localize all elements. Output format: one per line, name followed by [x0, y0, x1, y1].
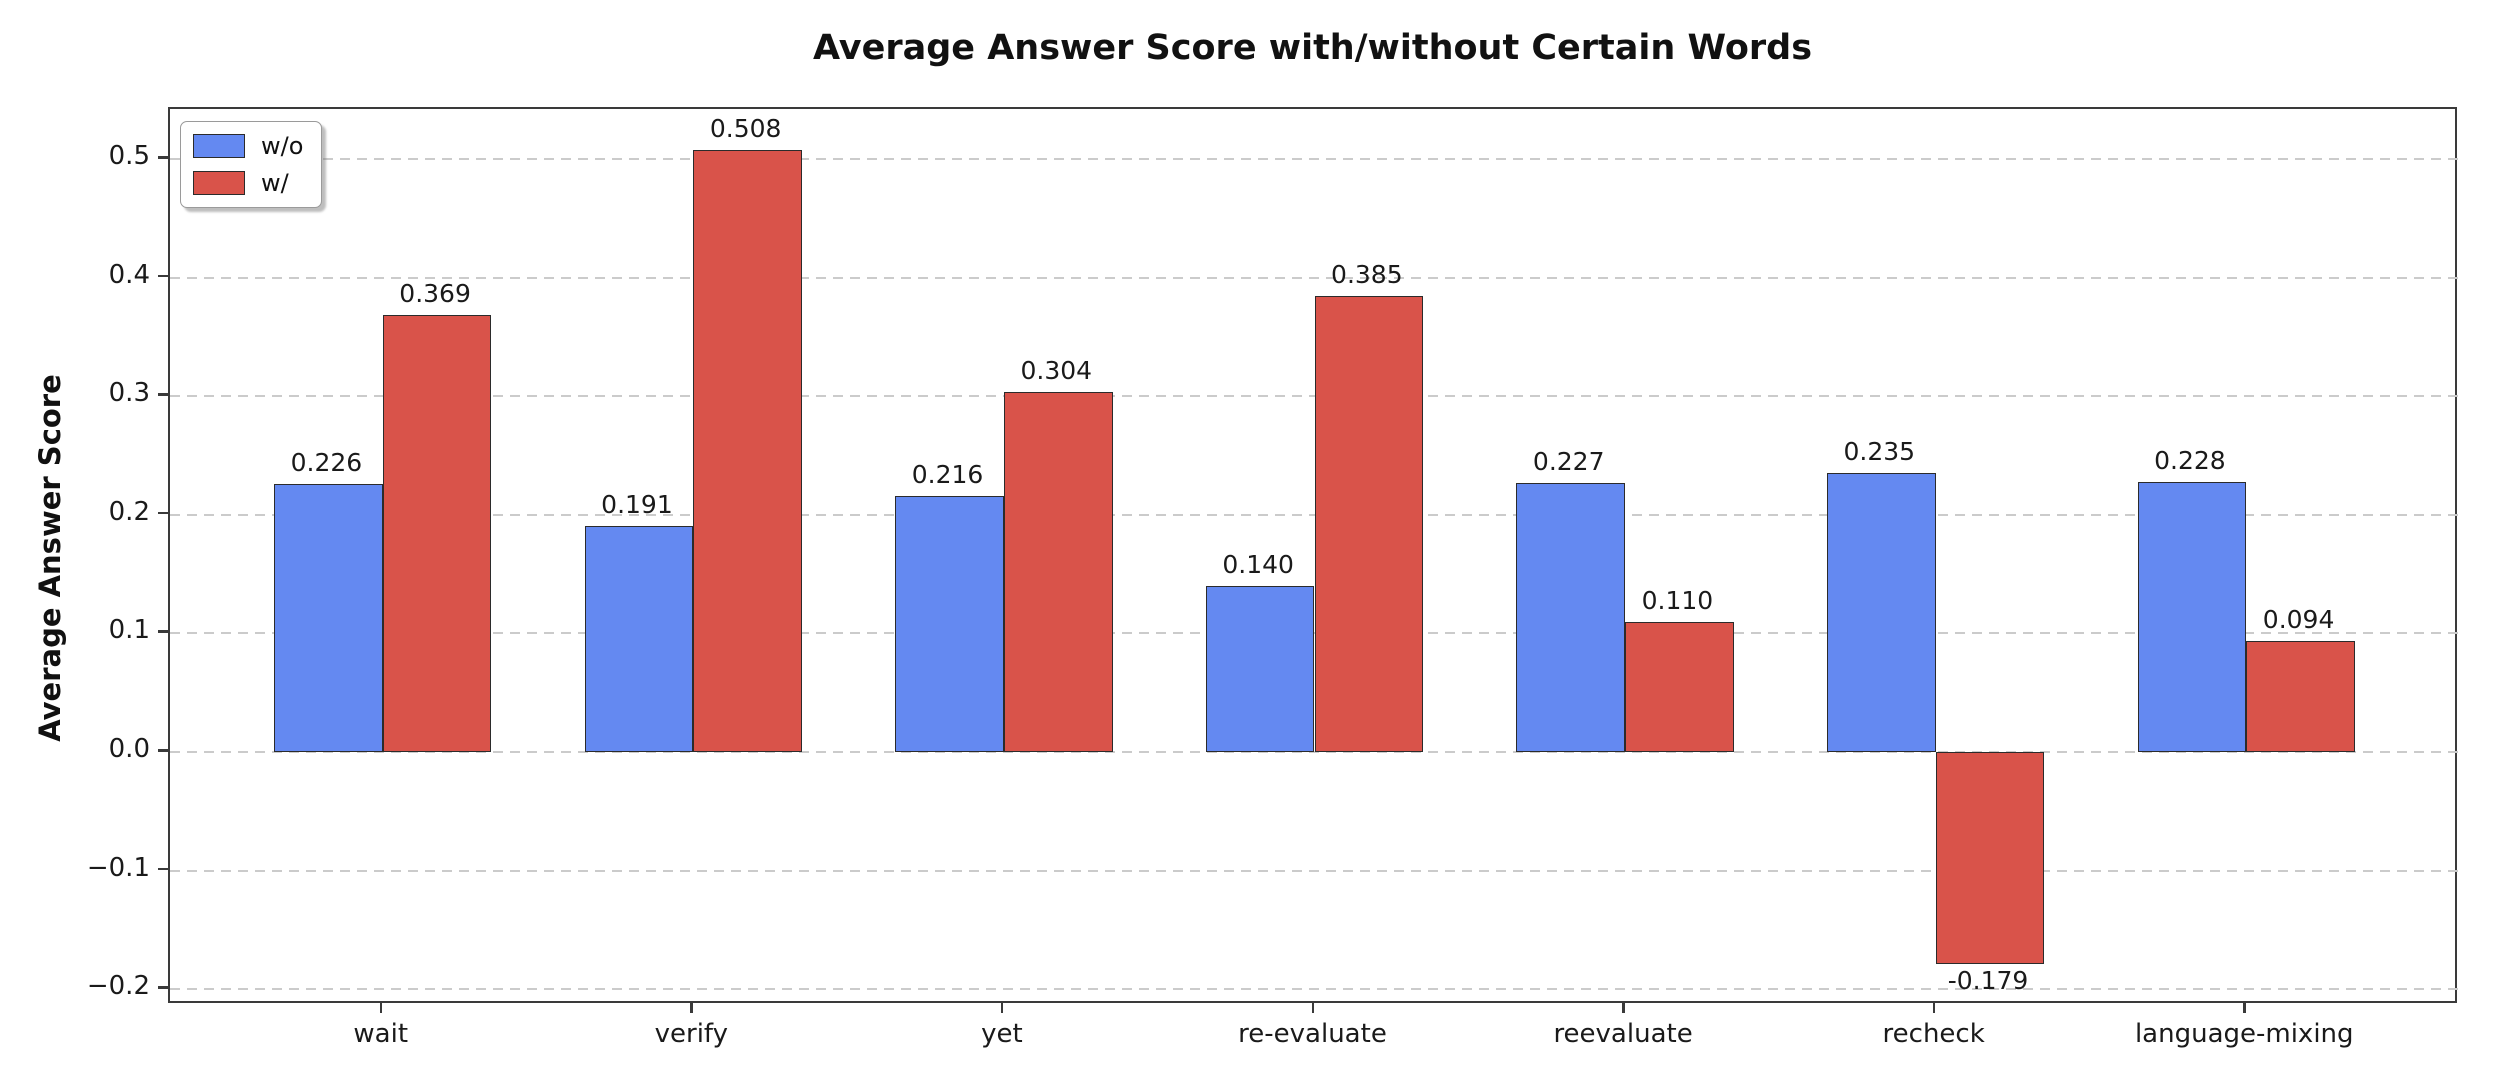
bar-value-label-without-verify: 0.191 — [601, 489, 673, 519]
bar-value-label-without-yet: 0.216 — [911, 459, 984, 489]
x-tick-label-recheck: recheck — [1882, 1019, 1985, 1049]
legend-label-without: w/o — [261, 132, 304, 160]
bar-without-recheck — [1826, 473, 1936, 752]
bar-with-verify — [693, 149, 803, 752]
bar-value-label-without-recheck: 0.235 — [1843, 437, 1916, 467]
bar-value-label-without-re-evaluate: 0.140 — [1222, 550, 1294, 580]
y-tick-mark — [158, 156, 168, 159]
y-tick-label: 0.3 — [108, 378, 150, 409]
bar-without-re-evaluate — [1205, 586, 1315, 752]
bar-value-label-with-verify: 0.508 — [709, 113, 782, 143]
x-tick-mark — [1311, 1003, 1314, 1013]
bar-without-wait — [274, 484, 383, 752]
bar-value-label-with-yet: 0.304 — [1020, 355, 1093, 385]
x-tick-mark — [1622, 1003, 1625, 1013]
legend: w/o w/ — [180, 121, 323, 208]
gridline-y-0.0 — [170, 751, 2459, 753]
x-tick-label-reevaluate: reevaluate — [1553, 1019, 1693, 1049]
x-tick-label-wait: wait — [353, 1019, 409, 1049]
bar-with-recheck — [1935, 752, 2045, 965]
x-tick-mark — [2243, 1003, 2246, 1013]
bar-with-language-mixing — [2246, 640, 2355, 752]
legend-swatch-red — [193, 171, 245, 195]
y-tick-mark — [158, 630, 168, 633]
x-tick-label-yet: yet — [981, 1019, 1023, 1049]
x-tick-mark — [1932, 1003, 1936, 1013]
y-tick-label: 0.2 — [108, 496, 150, 527]
bar-without-language-mixing — [2137, 481, 2247, 752]
bar-value-label-without-wait: 0.226 — [290, 448, 363, 478]
y-tick-mark — [158, 274, 168, 278]
bar-value-label-without-language-mixing: 0.228 — [2154, 445, 2226, 475]
gridline-y-0.4 — [170, 276, 2459, 279]
x-tick-mark — [690, 1003, 693, 1013]
bar-without-reevaluate — [1516, 482, 1626, 752]
y-tick-mark — [158, 986, 168, 989]
gridline-y-0.5 — [170, 158, 2459, 161]
bar-with-re-evaluate — [1314, 295, 1424, 752]
gridline-y-−0.1 — [170, 869, 2459, 872]
bar-without-yet — [895, 495, 1004, 752]
bar-value-label-with-re-evaluate: 0.385 — [1331, 259, 1403, 289]
bar-value-label-with-reevaluate: 0.110 — [1641, 585, 1714, 615]
legend-swatch-blue — [193, 134, 245, 158]
plot-area — [168, 107, 2459, 1003]
bar-value-label-with-language-mixing: 0.094 — [2262, 604, 2335, 634]
bar-value-label-with-wait: 0.369 — [399, 278, 471, 308]
x-tick-label-re-evaluate: re-evaluate — [1238, 1019, 1387, 1049]
y-tick-label: −0.1 — [86, 852, 150, 883]
bar-value-label-without-reevaluate: 0.227 — [1532, 446, 1605, 476]
chart-title: Average Answer Score with/without Certai… — [812, 28, 1813, 68]
legend-entry-without: w/o — [193, 132, 303, 160]
legend-entry-with: w/ — [193, 169, 303, 197]
y-tick-label: 0.5 — [108, 141, 150, 172]
x-tick-mark — [379, 1003, 383, 1013]
x-tick-label-verify: verify — [654, 1019, 729, 1049]
y-tick-mark — [158, 393, 168, 396]
x-tick-label-language-mixing: language-mixing — [2134, 1019, 2354, 1049]
y-tick-mark — [158, 511, 168, 515]
bar-with-yet — [1003, 391, 1113, 752]
y-tick-mark — [158, 867, 168, 871]
legend-label-with: w/ — [261, 169, 289, 197]
y-tick-label: −0.2 — [86, 971, 150, 1002]
bar-with-wait — [382, 314, 492, 752]
y-tick-label: 0.4 — [108, 259, 150, 290]
y-tick-label: 0.0 — [108, 734, 150, 764]
y-tick-mark — [158, 749, 168, 752]
gridline-y-−0.2 — [170, 988, 2459, 991]
y-tick-label: 0.1 — [108, 615, 150, 646]
bar-value-label-with-recheck: -0.179 — [1947, 966, 2029, 996]
x-tick-mark — [1000, 1003, 1004, 1013]
bar-with-reevaluate — [1625, 621, 1734, 752]
bar-without-verify — [584, 525, 694, 752]
